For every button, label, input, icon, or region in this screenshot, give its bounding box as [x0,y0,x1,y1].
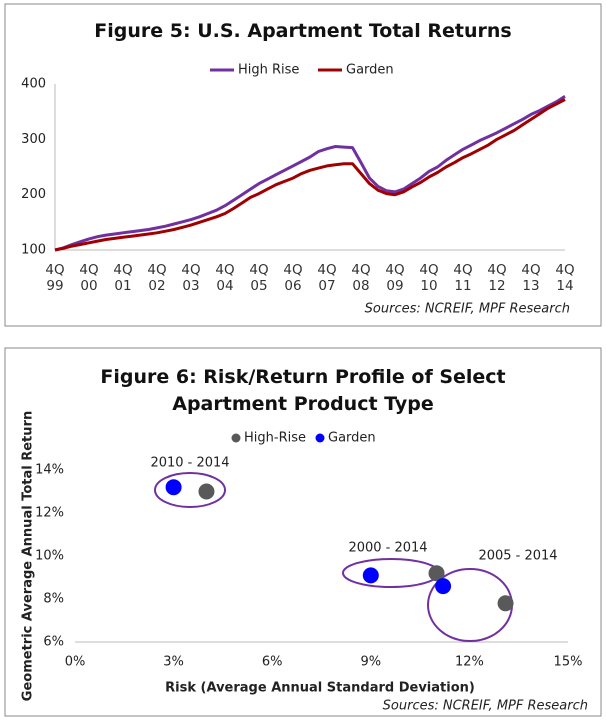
chart-frame [4,3,602,327]
x-tick-label: 4Q 11 [453,262,473,294]
y-tick-label: 6% [43,635,64,650]
y-tick-label: 200 [21,187,46,202]
x-tick-label: 6% [262,655,283,670]
x-tick-label: 4Q 12 [487,262,507,294]
x-tick-label: 4Q 00 [79,262,99,294]
legend-swatch [231,433,241,443]
x-tick-label: 4Q 99 [45,262,65,294]
legend-label: Garden [328,431,376,446]
annotation: 2010 - 2014 [150,456,229,471]
group-ellipse [342,558,440,588]
x-tick-label: 4Q 06 [283,262,303,294]
legend-label: High Rise [238,63,299,78]
y-axis-title: Geometric Average Annual Total Return [21,411,36,701]
x-tick-label: 0% [65,655,86,670]
x-tick-label: 4Q 05 [249,262,269,294]
x-tick-label: 4Q 01 [113,262,133,294]
point [435,578,452,595]
point [428,565,445,582]
x-tick-label: 15% [554,655,583,670]
legend-swatch [315,433,325,443]
x-tick-label: 4Q 10 [419,262,439,294]
x-tick-label: 4Q 02 [147,262,167,294]
x-tick-label: 4Q 04 [215,262,235,294]
x-tick-label: 4Q 13 [521,262,541,294]
legend-label: Garden [346,63,394,78]
line [54,94,566,252]
y-tick-label: 8% [43,592,64,607]
line [54,98,566,252]
x-tick-label: 4Q 03 [181,262,201,294]
chart-title: Figure 5: U.S. Apartment Total Returns [94,20,512,42]
legend-label: High-Rise [244,431,306,446]
source: Sources: NCREIF, MPF Research [365,302,570,317]
x-tick-label: 4Q 14 [555,262,575,294]
annotation: 2005 - 2014 [478,549,557,564]
x-axis-title: Risk (Average Annual Standard Deviation) [165,681,475,696]
y-tick-label: 14% [35,463,64,478]
x-tick-label: 3% [163,655,184,670]
annotation: 2000 - 2014 [348,541,427,556]
x-tick-label: 12% [455,655,484,670]
x-tick-label: 9% [360,655,381,670]
source: Sources: NCREIF, MPF Research [383,699,588,714]
x-tick-label: 4Q 09 [385,262,405,294]
y-tick-label: 10% [35,549,64,564]
point [497,595,514,612]
point [198,483,215,500]
point [165,479,182,496]
x-tick-label: 4Q 07 [317,262,337,294]
y-tick-label: 400 [21,77,46,92]
chart-title: Figure 6: Risk/Return Profile of Select … [100,366,506,415]
point [362,567,379,584]
chart-frame [4,347,602,717]
x-tick-label: 4Q 08 [351,262,371,294]
y-tick-label: 100 [21,243,46,258]
group-ellipse [154,472,226,508]
y-tick-label: 300 [21,132,46,147]
y-tick-label: 12% [35,506,64,521]
